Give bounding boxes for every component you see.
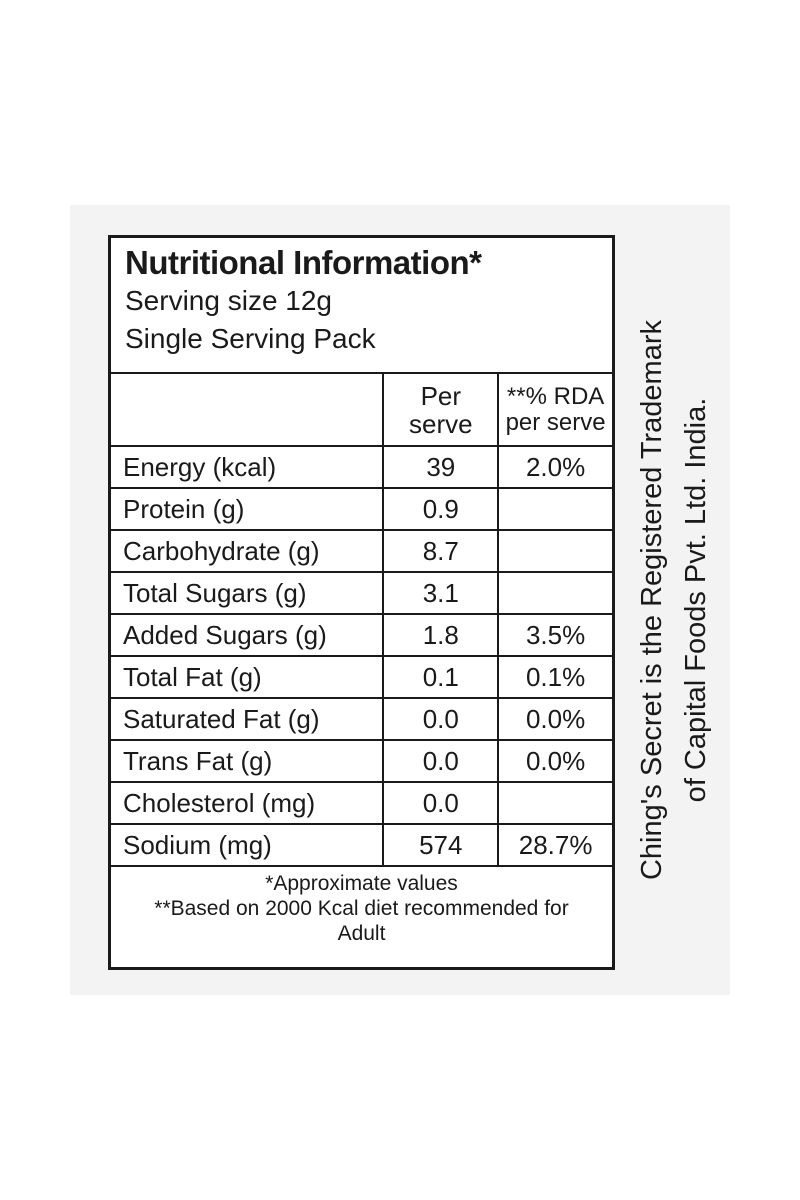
header-cell: Per serve — [382, 374, 500, 447]
nutrient-cell: Carbohydrate (g) — [111, 529, 385, 573]
nutrient-cell: Protein (g) — [111, 487, 385, 531]
value-cell: 3.1 — [382, 571, 500, 615]
row: Total Fat (g) 0.1 0.1% — [111, 655, 612, 699]
value-cell — [497, 571, 612, 615]
side-line: of Capital Foods Pvt. Ltd. India. — [680, 397, 712, 803]
value-cell: 0.0% — [497, 739, 612, 783]
header: Nutritional Information* Serving size 12… — [111, 238, 612, 374]
title: Nutritional Information* — [125, 244, 482, 281]
row: Protein (g) 0.9 — [111, 487, 612, 531]
row: Energy (kcal) 39 2.0% — [111, 445, 612, 489]
footnote: *Approximate values — [265, 872, 458, 895]
nutrient-cell: Total Fat (g) — [111, 655, 385, 699]
header-cell — [111, 374, 385, 447]
row: Added Sugars (g) 1.8 3.5% — [111, 613, 612, 657]
row: Sodium (mg) 574 28.7% — [111, 823, 612, 867]
row: Saturated Fat (g) 0.0 0.0% — [111, 697, 612, 741]
value-cell — [497, 487, 612, 531]
header-cell: **% RDA per serve — [497, 374, 612, 447]
row: Total Sugars (g) 3.1 — [111, 571, 612, 615]
nutrient-cell: Trans Fat (g) — [111, 739, 385, 783]
row: Carbohydrate (g) 8.7 — [111, 529, 612, 573]
value-cell: 0.0 — [382, 697, 500, 741]
value-cell: 574 — [382, 823, 500, 867]
column-header: **% RDA — [506, 382, 605, 410]
footnotes: *Approximate values **Based on 2000 Kcal … — [111, 867, 612, 946]
value-cell: 0.0 — [382, 739, 500, 783]
footnote: **Based on 2000 Kcal diet recommended fo… — [154, 897, 569, 945]
nutrient-cell: Added Sugars (g) — [111, 613, 385, 657]
side-text: Ching's Secret is the Registered Tradema… — [630, 280, 718, 920]
header-row: Per serve **% RDA per serve — [111, 374, 612, 447]
value-cell — [497, 529, 612, 573]
value-cell — [497, 781, 612, 825]
row: Trans Fat (g) 0.0 0.0% — [111, 739, 612, 783]
value-cell: 1.8 — [382, 613, 500, 657]
value-cell: 0.9 — [382, 487, 500, 531]
value-cell: 0.0 — [382, 781, 500, 825]
column-header: per serve — [505, 408, 606, 436]
value-cell: 8.7 — [382, 529, 500, 573]
serving-line: Serving size 12g — [125, 285, 333, 316]
value-cell: 3.5% — [497, 613, 612, 657]
value-cell: 0.0% — [497, 697, 612, 741]
serving-line: Single Serving Pack — [125, 323, 376, 354]
nutrient-cell: Saturated Fat (g) — [111, 697, 385, 741]
nutrient-cell: Energy (kcal) — [111, 445, 385, 489]
value-cell: 0.1 — [382, 655, 500, 699]
row: Cholesterol (mg) 0.0 — [111, 781, 612, 825]
column-header: Per — [420, 380, 462, 411]
nutrition-label: Nutritional Information* Serving size 12… — [108, 235, 615, 970]
value-cell: 2.0% — [497, 445, 612, 489]
value-cell: 0.1% — [497, 655, 612, 699]
value-cell: 28.7% — [497, 823, 612, 867]
nutrient-cell: Sodium (mg) — [111, 823, 385, 867]
nutrient-cell: Cholesterol (mg) — [111, 781, 385, 825]
nutrition-table: Per serve **% RDA per serve Energy (kcal) 39 2… — [111, 374, 612, 867]
column-header: serve — [409, 408, 473, 439]
nutrient-cell: Total Sugars (g) — [111, 571, 385, 615]
side-line: Ching's Secret is the Registered Tradema… — [636, 320, 668, 881]
value-cell: 39 — [382, 445, 500, 489]
